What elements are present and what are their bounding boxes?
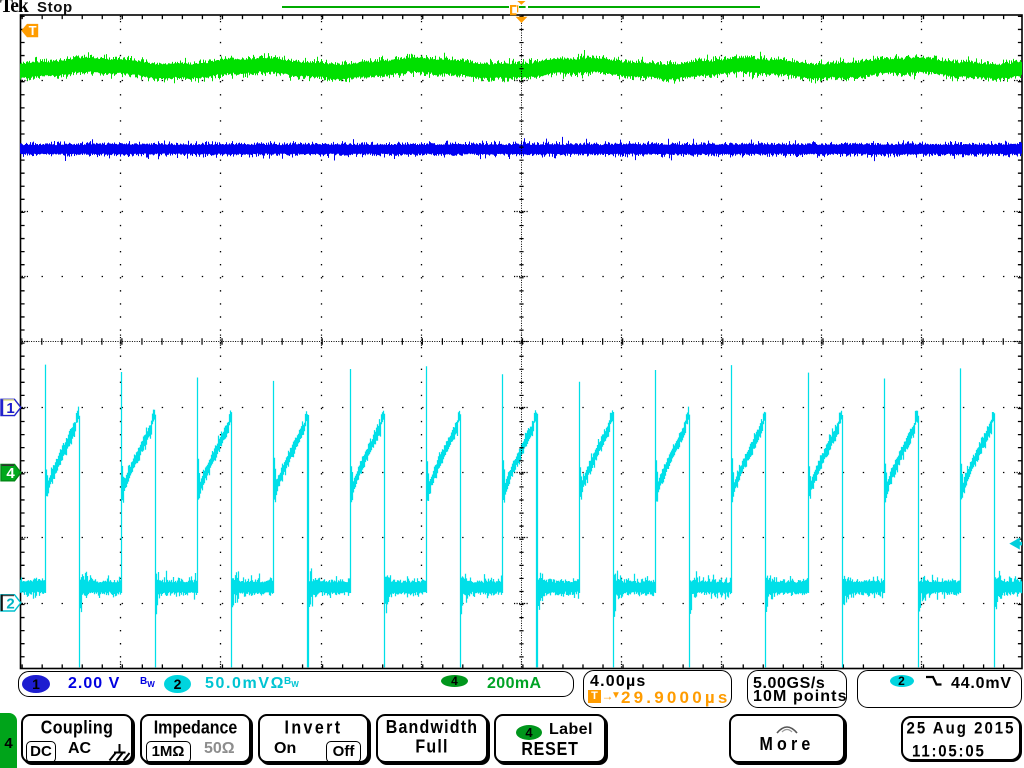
svg-text:2: 2: [6, 595, 14, 612]
svg-text:T: T: [29, 23, 37, 38]
svg-text:4: 4: [6, 465, 15, 482]
svg-text:1: 1: [6, 400, 14, 417]
